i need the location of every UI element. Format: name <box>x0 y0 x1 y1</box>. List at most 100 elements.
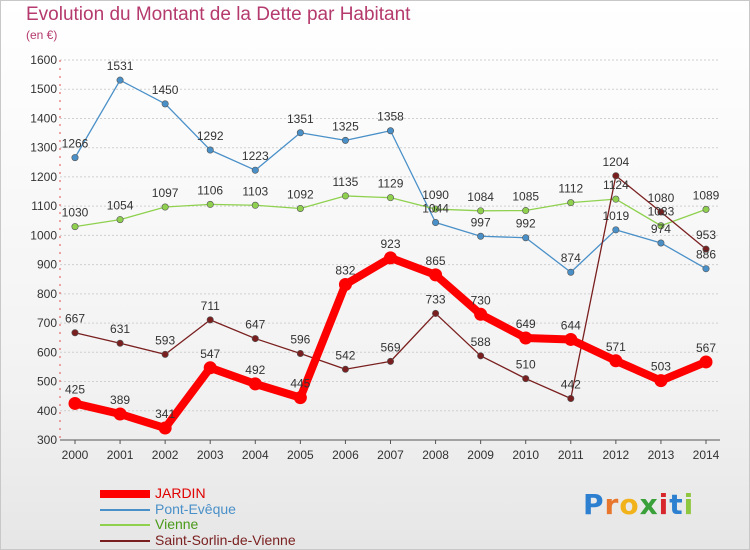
data-point <box>68 396 82 410</box>
data-point <box>251 335 259 343</box>
x-tick-label: 2014 <box>693 448 720 462</box>
data-label: 1033 <box>648 205 675 219</box>
y-tick-label: 1500 <box>30 82 57 96</box>
data-label: 596 <box>290 332 310 346</box>
data-point <box>386 357 394 365</box>
data-point <box>161 100 169 108</box>
data-point <box>477 207 485 215</box>
y-tick-label: 800 <box>37 287 57 301</box>
data-label: 1358 <box>377 110 404 124</box>
chart-subtitle: (en €) <box>26 28 58 42</box>
data-label: 1085 <box>512 190 539 204</box>
data-point <box>564 332 578 346</box>
data-point <box>206 200 214 208</box>
data-label: 667 <box>65 312 85 326</box>
y-tick-label: 300 <box>37 433 57 447</box>
data-label: 571 <box>606 340 626 354</box>
data-label: 442 <box>561 377 581 391</box>
data-point <box>341 365 349 373</box>
data-point <box>522 234 530 242</box>
chart-title: Evolution du Montant de la Dette par Hab… <box>26 4 411 25</box>
y-tick-label: 900 <box>37 258 57 272</box>
x-tick-label: 2013 <box>648 448 675 462</box>
legend-item: Vienne <box>100 516 360 532</box>
data-point <box>203 361 217 375</box>
data-label: 445 <box>290 377 310 391</box>
data-label: 1090 <box>422 188 449 202</box>
data-point <box>609 354 623 368</box>
logo-letter: i <box>683 488 695 521</box>
data-labels: 425 389 341 547 492 445 832 923 865 730 649 644 571 5… <box>62 59 720 421</box>
data-label: 1106 <box>197 183 223 197</box>
data-point <box>386 127 394 135</box>
y-tick-label: 1200 <box>30 170 57 184</box>
data-point <box>158 421 172 435</box>
data-label: 953 <box>696 228 716 242</box>
data-label: 1292 <box>197 129 224 143</box>
data-label: 711 <box>201 299 220 313</box>
data-point <box>432 219 440 227</box>
legend-swatch <box>100 508 150 511</box>
data-label: 389 <box>110 393 130 407</box>
x-tick-label: 2005 <box>287 448 314 462</box>
data-point <box>161 350 169 358</box>
data-point <box>251 166 259 174</box>
data-point <box>657 208 665 216</box>
data-label: 886 <box>696 248 716 262</box>
grid <box>60 59 720 441</box>
data-point <box>248 377 262 391</box>
data-point <box>699 355 713 369</box>
data-point <box>251 201 259 209</box>
x-tick-label: 2008 <box>422 448 449 462</box>
series-lines <box>68 76 713 435</box>
data-label: 510 <box>516 358 536 372</box>
data-point <box>206 146 214 154</box>
data-point <box>71 329 79 337</box>
data-label: 730 <box>471 293 491 307</box>
x-tick-label: 2010 <box>512 448 539 462</box>
y-tick-label: 700 <box>37 316 57 330</box>
data-label: 425 <box>65 382 85 396</box>
data-point <box>429 268 443 282</box>
data-label: 1531 <box>107 59 134 73</box>
x-tick-label: 2001 <box>107 448 134 462</box>
data-label: 1450 <box>152 83 179 97</box>
data-label: 588 <box>471 335 491 349</box>
data-point <box>474 307 488 321</box>
data-point <box>71 154 79 162</box>
data-point <box>386 194 394 202</box>
data-point <box>522 375 530 383</box>
data-point <box>71 223 79 231</box>
y-tick-label: 600 <box>37 345 57 359</box>
y-tick-label: 500 <box>37 375 57 389</box>
data-label: 1223 <box>242 149 269 163</box>
legend-swatch <box>100 524 150 526</box>
data-label: 1054 <box>107 199 134 213</box>
data-point <box>116 216 124 224</box>
data-label: 874 <box>561 251 581 265</box>
data-point <box>567 394 575 402</box>
legend-label: JARDIN <box>155 485 206 501</box>
logo-letter: o <box>619 488 640 521</box>
data-label: 503 <box>651 360 671 374</box>
data-label: 492 <box>245 363 265 377</box>
x-tick-label: 2007 <box>377 448 404 462</box>
data-point <box>654 374 668 388</box>
data-point <box>702 205 710 213</box>
x-tick-label: 2009 <box>467 448 494 462</box>
data-point <box>113 407 127 421</box>
data-label: 1080 <box>648 191 675 205</box>
data-point <box>477 232 485 240</box>
data-label: 997 <box>471 215 491 229</box>
legend-label: Saint-Sorlin-de-Vienne <box>155 531 296 548</box>
x-tick-label: 2012 <box>603 448 630 462</box>
data-point <box>567 199 575 207</box>
legend-item: Saint-Sorlin-de-Vienne <box>100 532 360 548</box>
data-label: 567 <box>696 341 716 355</box>
x-tick-label: 2003 <box>197 448 224 462</box>
legend-label: Vienne <box>155 516 199 532</box>
y-tick-label: 1100 <box>31 199 57 213</box>
data-label: 341 <box>155 407 175 421</box>
data-point <box>296 204 304 212</box>
data-point <box>519 331 533 345</box>
